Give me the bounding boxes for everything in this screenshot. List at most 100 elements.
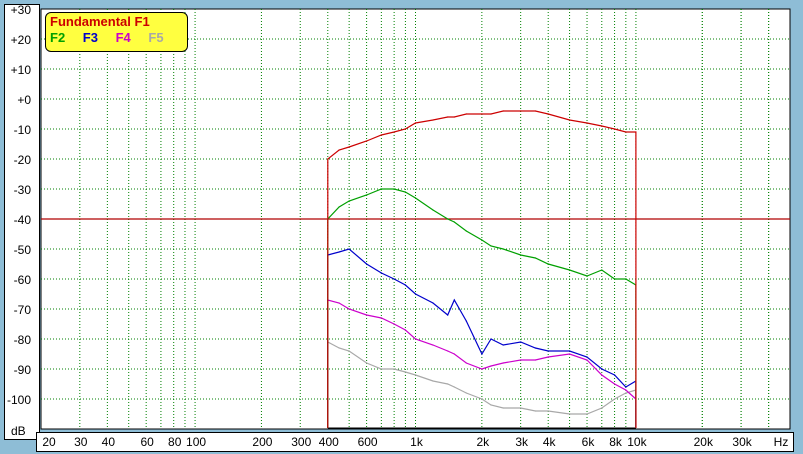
data-point bbox=[568, 350, 571, 352]
data-point bbox=[534, 410, 537, 412]
data-point bbox=[380, 188, 382, 190]
data-point bbox=[625, 389, 627, 391]
data-point bbox=[393, 188, 395, 190]
data-point bbox=[404, 371, 407, 373]
data-point bbox=[447, 218, 449, 220]
data-point bbox=[547, 263, 549, 265]
y-tick-label: -80 bbox=[13, 333, 31, 347]
data-point bbox=[490, 338, 492, 340]
data-point bbox=[348, 248, 350, 250]
y-tick-label: -90 bbox=[13, 363, 31, 377]
data-point bbox=[348, 308, 350, 310]
data-point bbox=[534, 110, 537, 112]
data-point bbox=[414, 197, 417, 199]
data-point bbox=[338, 206, 340, 208]
data-point bbox=[380, 368, 382, 370]
x-tick-label: 10k bbox=[627, 435, 647, 449]
data-point bbox=[393, 278, 395, 280]
data-point bbox=[502, 362, 504, 364]
x-tick-label: 20 bbox=[42, 435, 56, 449]
y-tick-label: +30 bbox=[10, 3, 31, 17]
x-tick-label: 400 bbox=[318, 435, 339, 449]
data-point bbox=[490, 365, 492, 367]
series-line-f2 bbox=[327, 188, 637, 429]
data-point bbox=[365, 314, 368, 316]
x-tick-label: 2k bbox=[476, 435, 490, 449]
data-point bbox=[586, 413, 588, 415]
x-tick-label: 1k bbox=[410, 435, 423, 449]
data-point bbox=[502, 248, 504, 250]
y-axis-panel: +30 +20 +10 +0 -10 -20 -30 -40 -50 -60 -70 -80 -90 -1… bbox=[4, 3, 40, 440]
data-point bbox=[432, 380, 434, 382]
data-point bbox=[432, 344, 434, 346]
data-point bbox=[481, 113, 483, 115]
y-tick-label: -40 bbox=[13, 213, 31, 227]
data-point bbox=[338, 251, 340, 253]
y-tick-label: -70 bbox=[13, 303, 31, 317]
data-point bbox=[447, 383, 449, 385]
data-point bbox=[393, 131, 395, 133]
data-point bbox=[613, 383, 616, 385]
data-point bbox=[465, 230, 467, 232]
data-point bbox=[414, 338, 417, 340]
data-point bbox=[586, 275, 588, 277]
legend-f2: F2 bbox=[50, 30, 66, 45]
data-point bbox=[365, 140, 368, 142]
series-line-f5 bbox=[327, 341, 637, 429]
x-tick-label: 30k bbox=[732, 435, 752, 449]
series-line-f4 bbox=[327, 299, 637, 429]
data-point bbox=[380, 317, 382, 319]
data-point bbox=[453, 353, 455, 355]
data-point bbox=[348, 350, 350, 352]
data-point bbox=[568, 269, 571, 271]
legend-f5: F5 bbox=[148, 30, 164, 45]
data-point bbox=[465, 320, 467, 322]
data-point bbox=[547, 356, 549, 358]
y-tick-label: -10 bbox=[13, 123, 31, 137]
y-tick-label: -50 bbox=[13, 243, 31, 257]
x-tick-label: 6k bbox=[581, 435, 595, 449]
y-axis-unit: dB bbox=[11, 424, 26, 438]
x-tick-label: 30 bbox=[74, 435, 88, 449]
data-point bbox=[520, 254, 522, 256]
x-tick-label: 300 bbox=[291, 435, 312, 449]
data-point bbox=[547, 113, 549, 115]
data-point bbox=[414, 374, 417, 376]
data-point bbox=[404, 191, 407, 193]
data-point bbox=[327, 158, 329, 160]
data-point bbox=[447, 116, 449, 118]
data-point bbox=[601, 368, 603, 370]
data-point bbox=[338, 347, 340, 349]
data-point bbox=[534, 347, 537, 349]
data-point bbox=[625, 278, 627, 280]
data-point bbox=[365, 263, 368, 265]
data-point bbox=[338, 149, 340, 151]
data-point bbox=[520, 341, 522, 343]
data-point bbox=[490, 404, 492, 406]
data-point bbox=[414, 122, 417, 124]
data-point bbox=[453, 221, 455, 223]
x-tick-label: 3k bbox=[515, 435, 528, 449]
data-point bbox=[601, 125, 603, 127]
data-point bbox=[447, 314, 449, 316]
data-point bbox=[613, 374, 616, 376]
data-point bbox=[520, 407, 522, 409]
y-tick-label: +20 bbox=[10, 33, 31, 47]
x-tick-label: 80 bbox=[168, 435, 182, 449]
data-point bbox=[601, 407, 603, 409]
data-point bbox=[586, 359, 588, 361]
data-point bbox=[404, 284, 407, 286]
data-point bbox=[453, 386, 455, 388]
data-point bbox=[465, 362, 467, 364]
x-tick-label: 8k bbox=[609, 435, 622, 449]
data-point bbox=[613, 128, 616, 130]
data-point bbox=[568, 413, 571, 415]
x-tick-label: 4k bbox=[542, 435, 556, 449]
x-tick-label: 20k bbox=[693, 435, 713, 449]
x-tick-label: 600 bbox=[357, 435, 378, 449]
x-axis-panel: 20 30 40 60 80 100 200 300 400 600 1k 2k 3k 4k 6k 8k 10k… bbox=[36, 432, 794, 452]
data-point bbox=[404, 329, 407, 331]
data-point bbox=[520, 110, 522, 112]
data-point bbox=[635, 131, 637, 133]
data-point bbox=[534, 359, 537, 361]
